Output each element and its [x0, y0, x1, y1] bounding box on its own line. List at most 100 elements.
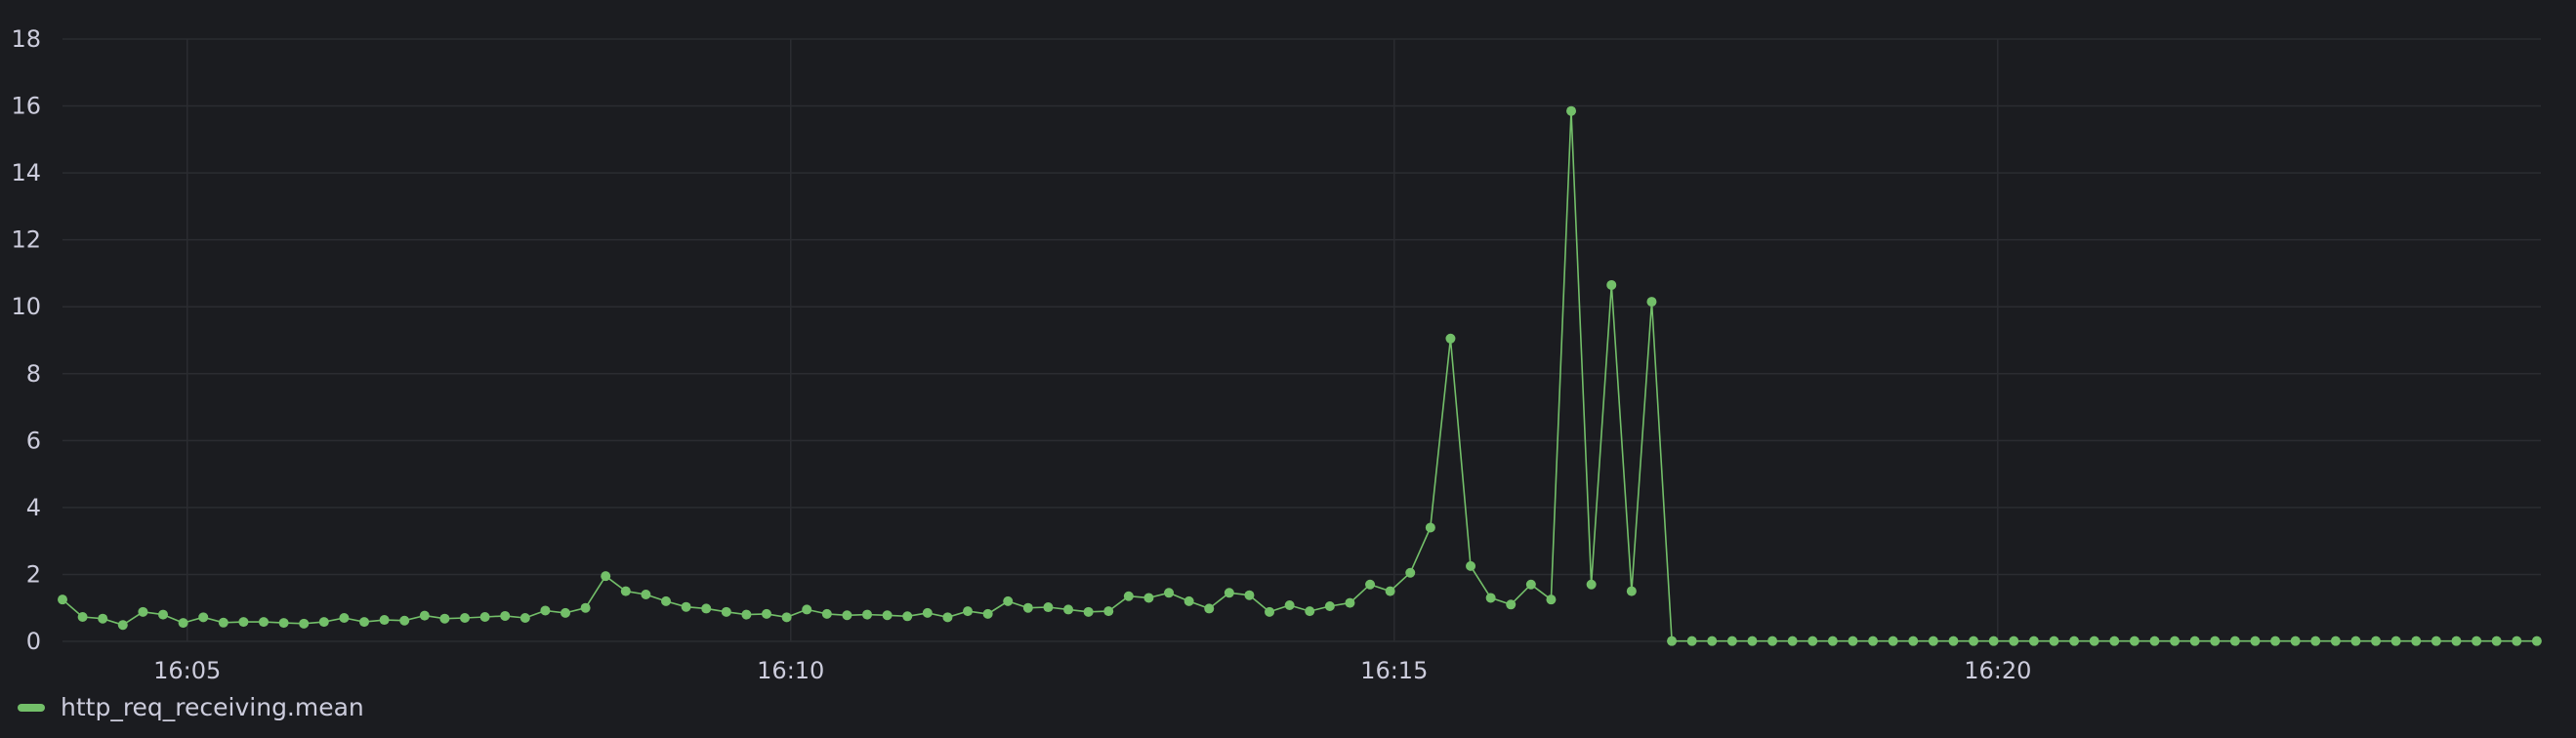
- data-point[interactable]: [1345, 597, 1355, 608]
- data-point[interactable]: [1284, 599, 1295, 610]
- data-point[interactable]: [1928, 636, 1938, 646]
- data-point[interactable]: [540, 605, 551, 616]
- data-point[interactable]: [178, 618, 188, 629]
- data-point[interactable]: [2028, 636, 2039, 646]
- data-point[interactable]: [1888, 636, 1898, 646]
- data-point[interactable]: [1365, 579, 1376, 590]
- legend[interactable]: http_req_receiving.mean: [18, 693, 364, 721]
- data-point[interactable]: [1022, 602, 1033, 613]
- data-point[interactable]: [1043, 602, 1054, 613]
- data-point[interactable]: [1726, 636, 1737, 646]
- data-point[interactable]: [1686, 636, 1697, 646]
- data-point[interactable]: [500, 610, 511, 621]
- data-point[interactable]: [1164, 588, 1175, 598]
- data-point[interactable]: [2189, 636, 2200, 646]
- data-point[interactable]: [842, 610, 852, 621]
- data-point[interactable]: [1063, 604, 1074, 615]
- data-point[interactable]: [2229, 636, 2240, 646]
- data-point[interactable]: [1626, 586, 1637, 596]
- data-point[interactable]: [138, 606, 148, 617]
- data-point[interactable]: [1646, 297, 1657, 308]
- data-point[interactable]: [601, 571, 611, 582]
- data-point[interactable]: [339, 613, 350, 624]
- data-point[interactable]: [2149, 636, 2160, 646]
- data-point[interactable]: [1948, 636, 1959, 646]
- data-point[interactable]: [2129, 636, 2140, 646]
- data-point[interactable]: [1265, 606, 1275, 617]
- data-point[interactable]: [1445, 333, 1456, 344]
- data-point[interactable]: [1244, 590, 1255, 600]
- data-point[interactable]: [882, 610, 893, 621]
- data-point[interactable]: [1586, 579, 1597, 590]
- data-point[interactable]: [278, 618, 289, 629]
- data-point[interactable]: [198, 612, 209, 623]
- data-point[interactable]: [1184, 595, 1194, 606]
- data-point[interactable]: [721, 606, 731, 617]
- data-point[interactable]: [2049, 636, 2059, 646]
- data-point[interactable]: [1405, 567, 1416, 578]
- data-point[interactable]: [1908, 636, 1919, 646]
- data-point[interactable]: [2250, 636, 2261, 646]
- data-point[interactable]: [1385, 586, 1395, 596]
- data-point[interactable]: [1747, 636, 1758, 646]
- data-point[interactable]: [1566, 105, 1577, 116]
- data-point[interactable]: [2371, 636, 2382, 646]
- data-point[interactable]: [379, 615, 390, 626]
- data-point[interactable]: [299, 618, 310, 629]
- data-point[interactable]: [1787, 636, 1798, 646]
- data-point[interactable]: [661, 595, 672, 606]
- data-point[interactable]: [519, 613, 530, 624]
- data-point[interactable]: [2009, 636, 2019, 646]
- data-point[interactable]: [218, 617, 229, 628]
- data-point[interactable]: [1083, 606, 1094, 617]
- data-point[interactable]: [1969, 636, 1979, 646]
- data-point[interactable]: [460, 613, 471, 624]
- data-point[interactable]: [1466, 560, 1476, 571]
- data-point[interactable]: [2310, 636, 2321, 646]
- data-point[interactable]: [2350, 636, 2361, 646]
- data-point[interactable]: [641, 590, 651, 600]
- data-point[interactable]: [681, 601, 691, 612]
- data-point[interactable]: [1667, 636, 1678, 646]
- data-point[interactable]: [58, 594, 67, 605]
- data-point[interactable]: [2270, 636, 2281, 646]
- data-point[interactable]: [1506, 599, 1517, 610]
- data-point[interactable]: [238, 617, 249, 628]
- data-point[interactable]: [259, 617, 270, 628]
- data-point[interactable]: [2290, 636, 2301, 646]
- data-point[interactable]: [1224, 588, 1234, 598]
- data-point[interactable]: [1143, 593, 1154, 603]
- data-point[interactable]: [2210, 636, 2221, 646]
- data-point[interactable]: [1525, 579, 1536, 590]
- data-point[interactable]: [479, 611, 490, 622]
- data-point[interactable]: [1485, 593, 1496, 603]
- data-point[interactable]: [1425, 522, 1435, 533]
- data-point[interactable]: [2491, 636, 2502, 646]
- data-point[interactable]: [2390, 636, 2401, 646]
- data-point[interactable]: [1606, 279, 1617, 290]
- data-point[interactable]: [117, 620, 128, 631]
- data-point[interactable]: [2411, 636, 2422, 646]
- data-point[interactable]: [1305, 606, 1315, 617]
- data-point[interactable]: [620, 586, 631, 596]
- data-point[interactable]: [318, 617, 329, 628]
- data-point[interactable]: [158, 609, 169, 620]
- data-point[interactable]: [762, 608, 772, 619]
- data-point[interactable]: [1848, 636, 1858, 646]
- data-point[interactable]: [862, 609, 873, 620]
- data-point[interactable]: [561, 607, 571, 618]
- data-point[interactable]: [2109, 636, 2120, 646]
- data-point[interactable]: [963, 606, 974, 617]
- data-point[interactable]: [922, 607, 933, 618]
- data-point[interactable]: [821, 608, 832, 619]
- data-point[interactable]: [419, 610, 430, 621]
- data-point[interactable]: [701, 603, 712, 614]
- data-point[interactable]: [2170, 636, 2181, 646]
- data-point[interactable]: [1204, 603, 1215, 614]
- data-point[interactable]: [1707, 636, 1718, 646]
- legend-label[interactable]: http_req_receiving.mean: [61, 693, 364, 721]
- data-point[interactable]: [902, 611, 913, 622]
- data-point[interactable]: [98, 613, 108, 624]
- data-point[interactable]: [439, 613, 450, 624]
- data-point[interactable]: [2431, 636, 2441, 646]
